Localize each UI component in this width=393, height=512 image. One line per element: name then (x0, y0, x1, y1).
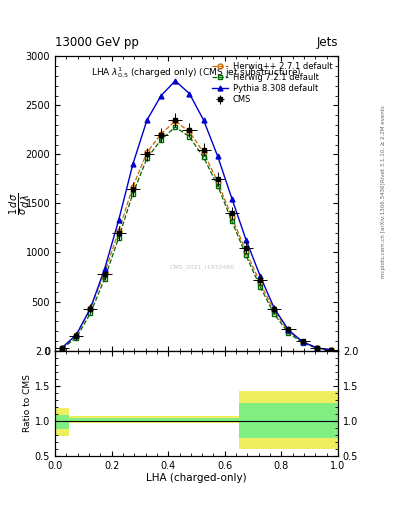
Herwig 7.2.1 default (286, 330, 291, 336)
Text: 13000 GeV pp: 13000 GeV pp (55, 36, 139, 49)
Herwig 7.2.1 default (215, 183, 220, 189)
Pythia 8.308 default (272, 305, 277, 311)
Herwig++ 2.7.1 default (130, 184, 135, 190)
Herwig 7.2.1 default (244, 252, 248, 259)
Herwig 7.2.1 default (88, 310, 93, 316)
Herwig++ 2.7.1 default (173, 118, 178, 124)
Herwig++ 2.7.1 default (230, 214, 234, 220)
Herwig++ 2.7.1 default (145, 150, 149, 156)
Herwig++ 2.7.1 default (159, 131, 163, 137)
Herwig++ 2.7.1 default (272, 308, 277, 314)
Line: Herwig 7.2.1 default: Herwig 7.2.1 default (60, 124, 333, 352)
Herwig++ 2.7.1 default (300, 338, 305, 345)
Pythia 8.308 default (300, 338, 305, 345)
Pythia 8.308 default (215, 153, 220, 159)
Pythia 8.308 default (159, 93, 163, 99)
Herwig 7.2.1 default (230, 218, 234, 224)
Herwig++ 2.7.1 default (102, 270, 107, 276)
Pythia 8.308 default (116, 217, 121, 223)
Pythia 8.308 default (74, 332, 79, 338)
Herwig 7.2.1 default (116, 234, 121, 241)
Herwig++ 2.7.1 default (201, 150, 206, 156)
Herwig++ 2.7.1 default (116, 228, 121, 234)
Y-axis label: $\frac{1}{\sigma}\frac{d\sigma}{d\lambda}$: $\frac{1}{\sigma}\frac{d\sigma}{d\lambda… (8, 192, 32, 215)
Pythia 8.308 default (314, 345, 319, 351)
Herwig 7.2.1 default (130, 190, 135, 197)
Y-axis label: Ratio to CMS: Ratio to CMS (23, 374, 32, 432)
Text: Jets: Jets (316, 36, 338, 49)
Herwig++ 2.7.1 default (258, 280, 263, 286)
Pythia 8.308 default (230, 196, 234, 202)
Herwig++ 2.7.1 default (314, 345, 319, 351)
Herwig 7.2.1 default (329, 347, 333, 353)
Herwig 7.2.1 default (74, 335, 79, 341)
Pythia 8.308 default (201, 117, 206, 123)
Herwig 7.2.1 default (272, 311, 277, 317)
Herwig++ 2.7.1 default (187, 129, 192, 135)
Line: Pythia 8.308 default: Pythia 8.308 default (60, 78, 333, 352)
Text: CMS_2021_I1932460: CMS_2021_I1932460 (170, 264, 235, 270)
Herwig++ 2.7.1 default (74, 332, 79, 338)
X-axis label: LHA (charged-only): LHA (charged-only) (146, 473, 247, 483)
Herwig 7.2.1 default (173, 124, 178, 130)
Pythia 8.308 default (286, 327, 291, 333)
Herwig 7.2.1 default (187, 134, 192, 140)
Herwig++ 2.7.1 default (60, 345, 64, 351)
Pythia 8.308 default (88, 305, 93, 311)
Line: Herwig++ 2.7.1 default: Herwig++ 2.7.1 default (60, 119, 333, 352)
Herwig 7.2.1 default (60, 346, 64, 352)
Pythia 8.308 default (102, 266, 107, 272)
Pythia 8.308 default (329, 347, 333, 353)
Herwig++ 2.7.1 default (329, 347, 333, 353)
Pythia 8.308 default (258, 273, 263, 279)
Pythia 8.308 default (187, 91, 192, 97)
Herwig 7.2.1 default (102, 276, 107, 282)
Pythia 8.308 default (145, 117, 149, 123)
Text: mcplots.cern.ch [arXiv:1306.3436]: mcplots.cern.ch [arXiv:1306.3436] (381, 183, 386, 278)
Pythia 8.308 default (130, 161, 135, 167)
Pythia 8.308 default (173, 78, 178, 84)
Herwig++ 2.7.1 default (88, 305, 93, 311)
Text: LHA $\lambda^1_{0.5}$ (charged only) (CMS jet substructure): LHA $\lambda^1_{0.5}$ (charged only) (CM… (91, 65, 302, 80)
Pythia 8.308 default (60, 345, 64, 351)
Pythia 8.308 default (244, 237, 248, 243)
Herwig++ 2.7.1 default (286, 328, 291, 334)
Herwig 7.2.1 default (314, 345, 319, 351)
Herwig 7.2.1 default (258, 284, 263, 290)
Herwig++ 2.7.1 default (215, 179, 220, 185)
Herwig 7.2.1 default (159, 137, 163, 143)
Herwig 7.2.1 default (300, 339, 305, 346)
Herwig 7.2.1 default (201, 154, 206, 160)
Herwig 7.2.1 default (145, 155, 149, 161)
Text: Rivet 3.1.10, ≥ 2.2M events: Rivet 3.1.10, ≥ 2.2M events (381, 105, 386, 182)
Legend: Herwig++ 2.7.1 default, Herwig 7.2.1 default, Pythia 8.308 default, CMS: Herwig++ 2.7.1 default, Herwig 7.2.1 def… (210, 60, 334, 106)
Herwig++ 2.7.1 default (244, 248, 248, 254)
